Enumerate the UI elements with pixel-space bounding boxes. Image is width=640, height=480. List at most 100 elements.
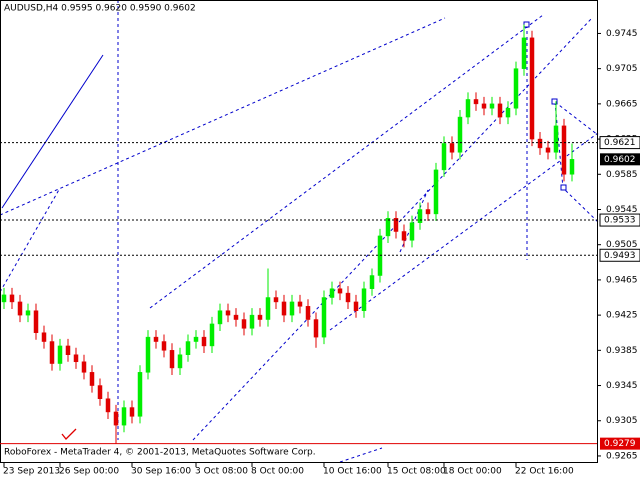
candle-body [433,169,439,215]
candle-body [65,345,71,355]
trend-lines [0,0,599,463]
candle-body [113,411,119,426]
check-mark [61,428,77,440]
candle-body [57,345,63,364]
level-box [599,248,640,262]
candle-body [329,288,335,298]
candle-body [321,297,327,338]
y-tick-label: 0.9385 [606,346,638,356]
candle-body [441,143,447,171]
trend-line [329,132,599,331]
candle-body [513,68,519,109]
candle-body [369,275,375,289]
level-box [599,213,640,227]
candle-body [417,209,423,223]
y-tick-label: 0.9505 [606,240,638,250]
trend-line [192,17,593,441]
candle-body [465,99,471,118]
x-tick-label: 30 Sep 16:00 [131,467,191,477]
trend-line [0,187,61,293]
candle-body [473,99,479,105]
y-tick-label: 0.9425 [606,311,638,321]
candle-body [305,306,311,320]
trend-line [339,447,383,463]
candle-body [249,314,255,329]
candle-body [225,310,231,316]
candle-body [73,354,79,363]
y-tick-label: 0.9345 [606,381,638,391]
price-box [600,153,640,166]
y-tick-label: 0.9705 [606,64,638,74]
x-tick-label: 18 Oct 00:00 [443,467,502,477]
candle-body [201,336,207,347]
y-tick-label: 0.9545 [606,205,638,215]
pattern-point [523,21,530,28]
candle-body [353,301,359,311]
y-tick-label: 0.9465 [606,275,638,285]
candle-body [161,341,167,351]
chart-title: AUDUSD,H4 0.9595 0.9620 0.9590 0.9602 [4,4,196,14]
candle-body [265,297,271,320]
candle-body [393,218,399,232]
level-label: 0.9533 [604,216,636,226]
y-tick-label: 0.9305 [606,416,638,426]
level-label: 0.9621 [604,138,636,148]
candle-body [449,143,455,153]
trend-line [149,14,544,309]
x-tick-label: 10 Oct 16:00 [323,467,382,477]
candle-body [545,147,551,153]
x-tick-label: 8 Oct 00:00 [251,467,304,477]
candle-body [193,336,199,342]
candle-body [97,385,103,399]
x-tick-label: 22 Oct 16:00 [515,467,574,477]
candle-body [425,209,431,215]
stop-label: 0.9279 [604,439,636,449]
candle-body [273,297,279,303]
candle-body [537,138,543,149]
trend-line [399,189,429,253]
pattern-point [560,184,567,191]
candle-body [313,319,319,338]
candle-body [289,301,295,316]
x-tick-label: 26 Sep 00:00 [59,467,119,477]
candle-body [345,292,351,303]
candle-body [529,37,535,140]
pattern-point [551,98,558,105]
y-tick-label: 0.9665 [606,99,638,109]
y-tick-label: 0.9585 [606,170,638,180]
candle-body [25,310,31,316]
y-tick-label: 0.9265 [606,451,638,461]
candle-body [169,350,175,369]
candle-body [297,301,303,307]
candle-body [257,314,263,320]
candle-body [385,218,391,237]
candle-body [105,398,111,413]
trend-line [1,54,104,209]
level-label: 0.9493 [604,251,636,261]
candle-body [9,294,15,303]
candle-body [233,314,239,320]
candle-body [41,332,47,342]
candle-body [129,407,135,417]
candle-body [81,361,87,373]
candle-body [217,310,223,325]
candle-body [401,231,407,241]
y-tick-label: 0.9745 [606,29,638,39]
candle-body [497,103,503,118]
candle-body [489,103,495,109]
candle-body [153,336,159,342]
candle-body [1,294,7,303]
candle-body [521,37,527,69]
candle-body [17,301,23,316]
candle-body [553,125,559,153]
candle-body [241,319,247,329]
x-tick-label: 23 Sep 2013 [3,467,60,477]
plot-frame [0,0,598,463]
candle-body [177,354,183,369]
candle-body [281,301,287,316]
stop-box [600,437,640,450]
level-box [599,136,640,150]
candle-body [457,116,463,153]
